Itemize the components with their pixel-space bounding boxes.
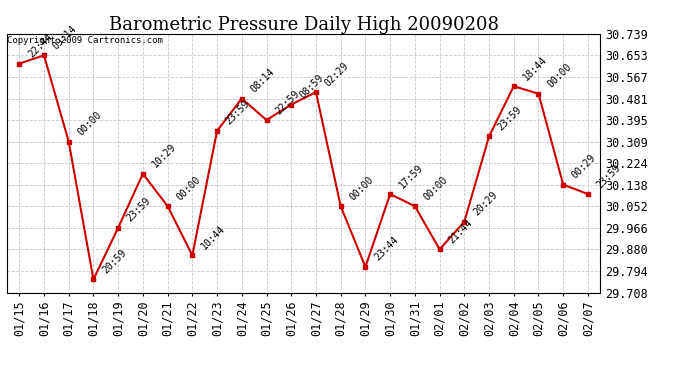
Text: 20:29: 20:29 [471,190,499,217]
Text: 20:59: 20:59 [100,248,128,275]
Text: 10:29: 10:29 [150,142,177,170]
Text: 23:59: 23:59 [224,99,252,127]
Text: 22:59: 22:59 [273,88,302,116]
Text: 17:59: 17:59 [397,162,425,190]
Text: 23:59: 23:59 [125,196,153,223]
Text: 23:59: 23:59 [496,104,524,132]
Text: 23:44: 23:44 [373,235,400,263]
Text: 00:00: 00:00 [76,110,104,138]
Text: 00:00: 00:00 [175,174,202,202]
Text: 10:44: 10:44 [199,224,227,251]
Text: 00:00: 00:00 [545,62,573,90]
Text: 22:44: 22:44 [26,32,54,60]
Text: 21:44: 21:44 [446,217,474,245]
Text: 00:00: 00:00 [422,174,450,202]
Text: 00:00: 00:00 [348,174,375,202]
Text: 23:59: 23:59 [595,162,622,190]
Text: Copyright 2009 Cartronics.com: Copyright 2009 Cartronics.com [8,36,164,45]
Text: 02:29: 02:29 [323,60,351,88]
Text: 18:44: 18:44 [521,54,549,82]
Text: 00:29: 00:29 [570,153,598,180]
Text: 09:14: 09:14 [51,23,79,51]
Text: 08:14: 08:14 [248,66,277,94]
Text: 08:59: 08:59 [298,72,326,100]
Title: Barometric Pressure Daily High 20090208: Barometric Pressure Daily High 20090208 [108,16,499,34]
